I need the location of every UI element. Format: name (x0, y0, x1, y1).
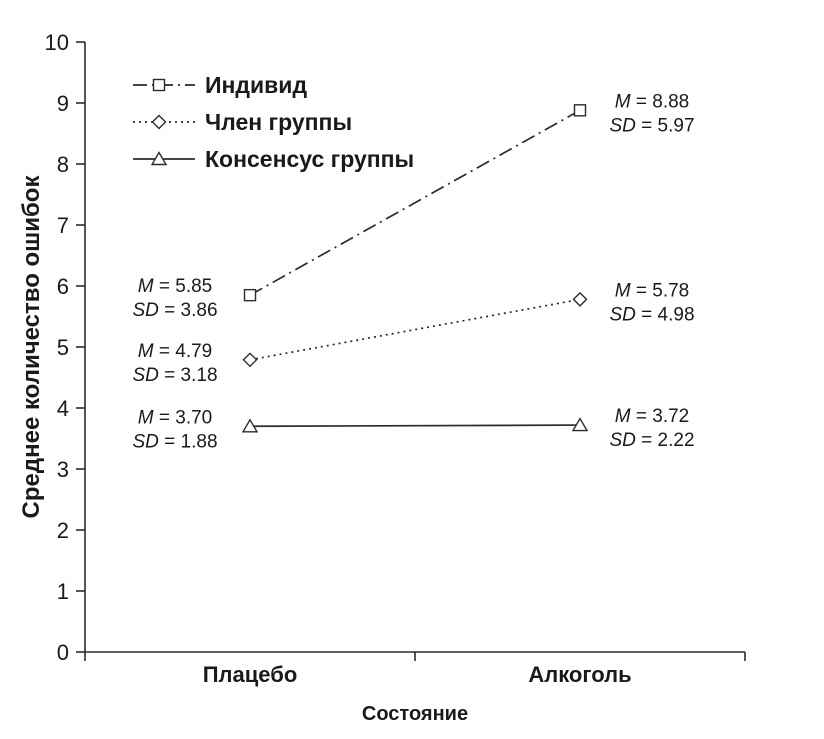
series-line-1 (249, 298, 581, 361)
stat-annotation: SD = 4.98 (609, 304, 694, 325)
x-tick-label-alcohol: Алкоголь (528, 662, 632, 687)
data-point-triangle (241, 418, 259, 433)
x-axis-title: Состояние (361, 703, 469, 725)
stat-annotation: SD = 3.18 (132, 365, 217, 386)
legend-marker-diamond (151, 114, 167, 130)
legend-marker-triangle (150, 151, 168, 166)
stat-annotation: SD = 5.97 (609, 115, 694, 136)
y-tick-label: 10 (45, 30, 69, 55)
y-tick-label: 0 (57, 640, 69, 665)
y-tick-label: 3 (57, 457, 69, 482)
y-tick-label: 4 (57, 396, 69, 421)
stat-annotation: M = 4.79 (138, 341, 212, 362)
stat-annotation: M = 5.78 (615, 280, 689, 301)
stat-annotation: SD = 3.86 (132, 300, 217, 321)
data-point-diamond (572, 291, 588, 307)
legend-label: Член группы (205, 109, 352, 135)
stat-annotation: M = 3.70 (138, 407, 212, 428)
y-axis-title: Среднее количество ошибок (18, 175, 45, 519)
stat-annotation: SD = 2.22 (609, 430, 694, 451)
y-tick-label: 1 (57, 579, 69, 604)
y-tick-label: 8 (57, 152, 69, 177)
series-line-2 (249, 424, 581, 428)
series-line-0 (249, 109, 581, 296)
data-point-diamond (242, 352, 258, 368)
data-point-triangle (571, 417, 589, 432)
stat-annotation: M = 3.72 (615, 406, 689, 427)
y-tick-label: 6 (57, 274, 69, 299)
data-point-square (573, 104, 587, 117)
y-tick-label: 7 (57, 213, 69, 238)
legend-marker-square (152, 78, 166, 92)
data-point-square (243, 288, 257, 302)
y-tick-label: 5 (57, 335, 69, 360)
stat-annotation: M = 8.88 (615, 91, 689, 112)
y-tick-label: 9 (57, 91, 69, 116)
stat-annotation: SD = 1.88 (132, 431, 217, 452)
y-tick-label: 2 (57, 518, 69, 543)
legend-label: Индивид (205, 72, 307, 98)
x-tick-label-placebo: Плацебо (202, 662, 298, 687)
stat-annotation: M = 5.85 (138, 276, 212, 297)
legend-label: Консенсус группы (205, 146, 414, 172)
